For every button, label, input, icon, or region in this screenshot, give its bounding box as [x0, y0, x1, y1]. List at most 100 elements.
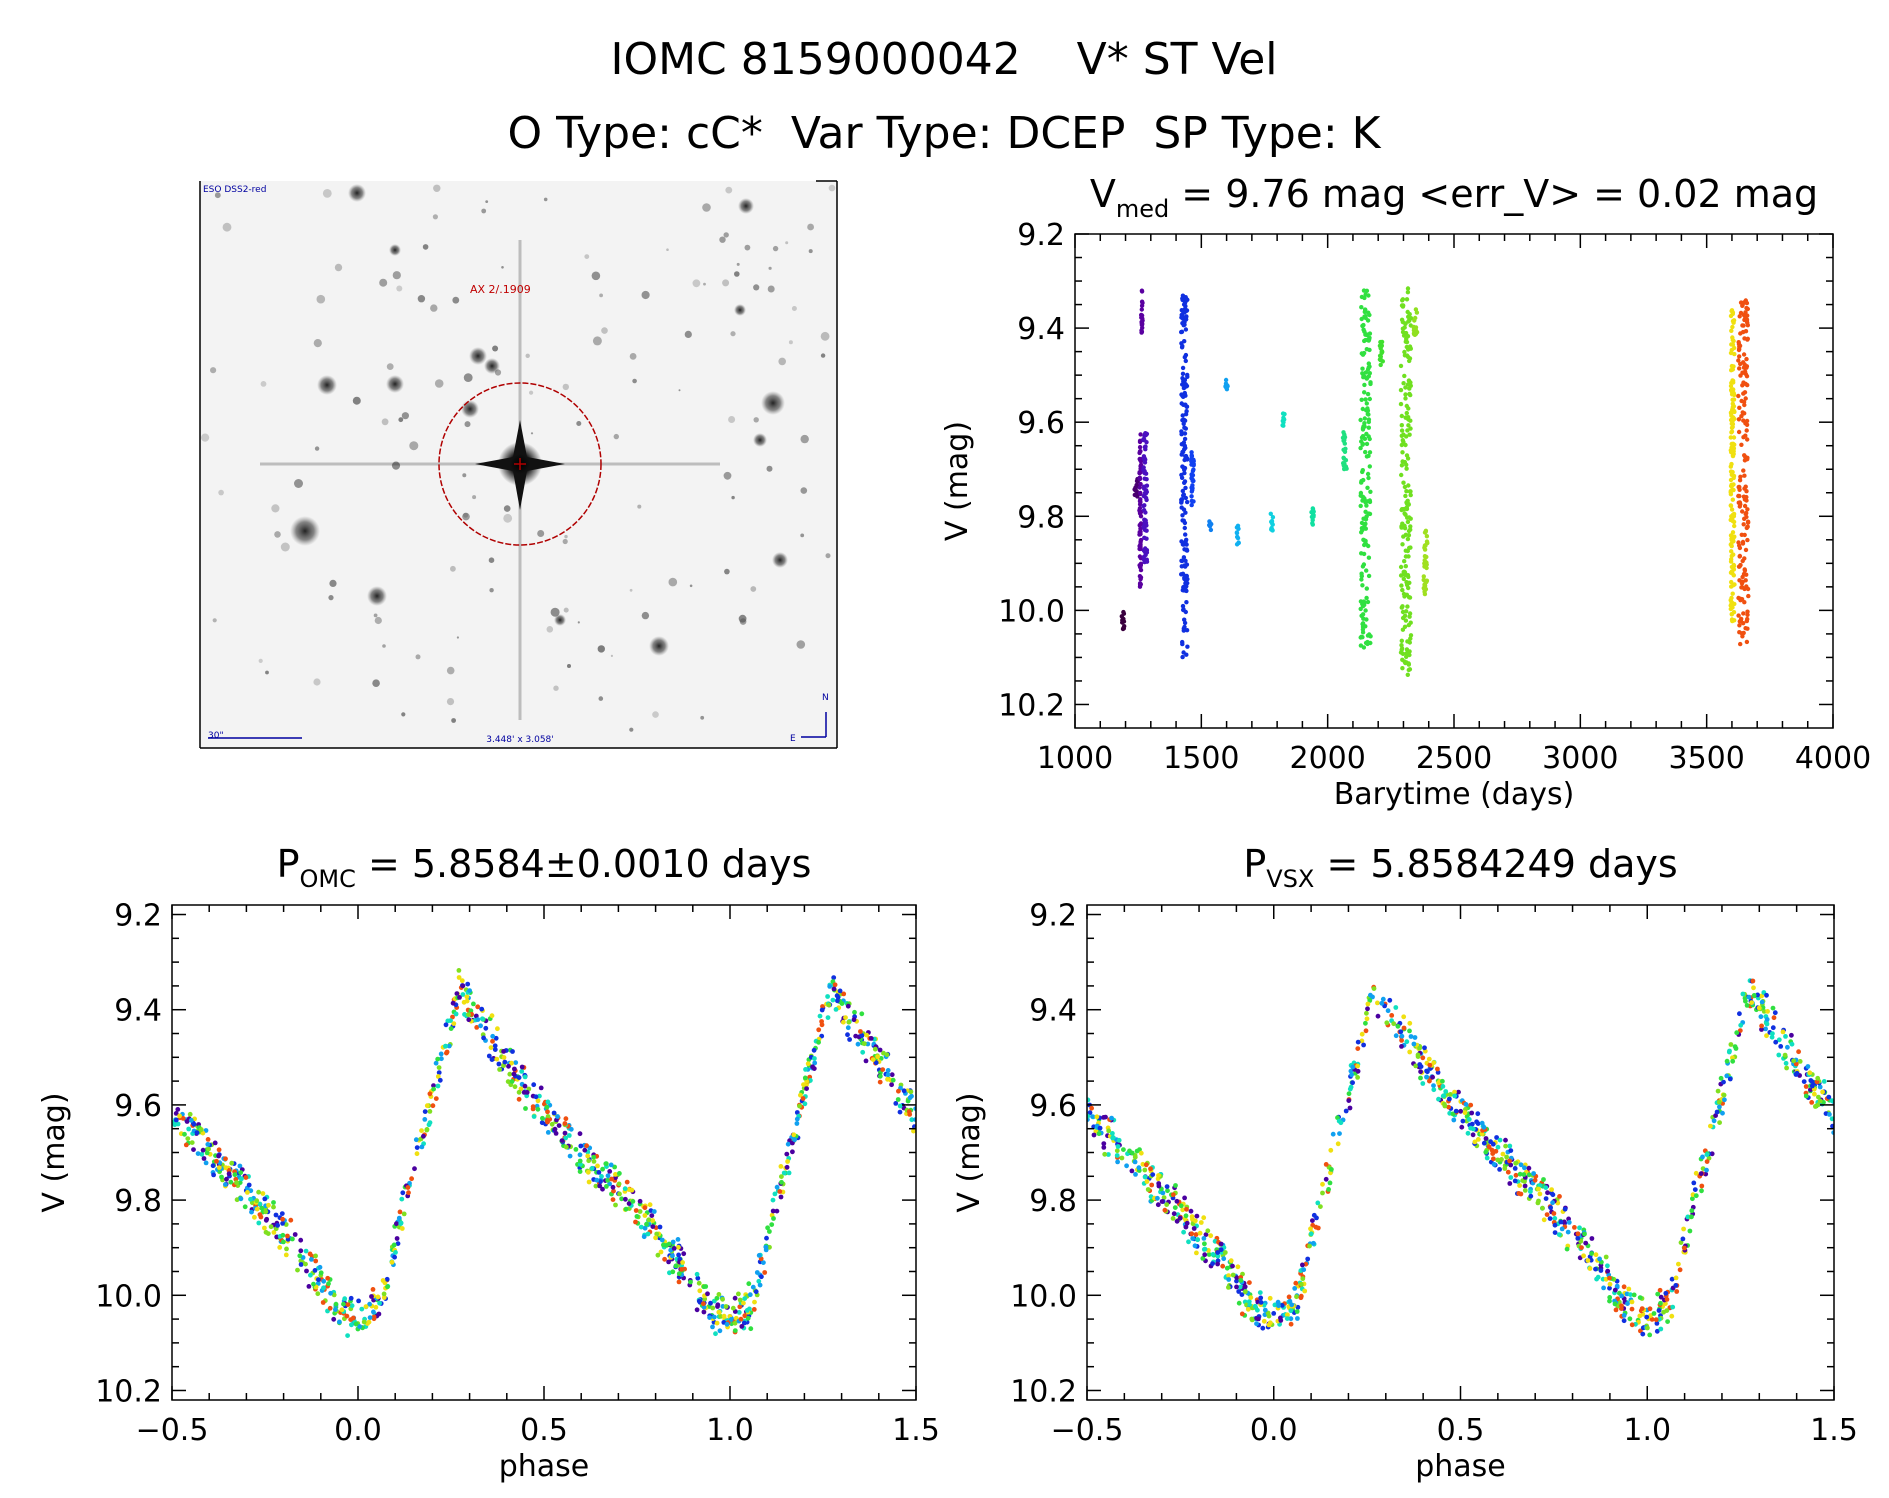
- data-point: [331, 1292, 337, 1298]
- field-star: [808, 249, 813, 254]
- field-star: [379, 278, 388, 287]
- data-point: [1359, 435, 1365, 440]
- data-point: [1327, 1180, 1333, 1186]
- data-point: [1405, 290, 1411, 295]
- data-point: [521, 1090, 527, 1095]
- data-point: [424, 1103, 430, 1109]
- data-point: [1143, 471, 1149, 476]
- data-point: [1183, 564, 1188, 569]
- data-point: [399, 1196, 405, 1202]
- field-star: [767, 285, 775, 293]
- data-point: [1593, 1266, 1598, 1272]
- data-point: [1399, 1038, 1404, 1043]
- data-point: [1360, 441, 1366, 447]
- data-point: [414, 1151, 420, 1157]
- data-point: [427, 1120, 433, 1125]
- data-point: [794, 1121, 800, 1126]
- data-point: [1729, 507, 1735, 512]
- data-point: [1359, 577, 1364, 582]
- data-point: [1194, 1213, 1200, 1219]
- data-point: [1360, 406, 1366, 412]
- data-point: [273, 1212, 279, 1218]
- field-star: [591, 271, 601, 281]
- data-point: [1384, 1020, 1390, 1026]
- data-point: [1552, 1230, 1558, 1235]
- data-point: [763, 1244, 769, 1250]
- data-point: [717, 1328, 723, 1334]
- data-point: [816, 1039, 821, 1045]
- y-tick-label: 9.8: [114, 1184, 162, 1219]
- data-point: [1362, 382, 1367, 388]
- data-point: [1737, 504, 1743, 509]
- data-point: [1407, 318, 1412, 323]
- data-point: [1729, 569, 1735, 574]
- survey-label: ESO DSS2-red: [203, 185, 266, 195]
- north-label: N: [822, 693, 829, 703]
- data-point: [1817, 1084, 1823, 1090]
- data-point: [1180, 321, 1185, 326]
- data-point: [1122, 624, 1127, 629]
- data-point: [1198, 1220, 1204, 1225]
- data-point: [1400, 627, 1406, 632]
- data-point: [1656, 1308, 1662, 1313]
- data-point: [1744, 572, 1749, 577]
- data-point: [1427, 1078, 1432, 1084]
- data-point: [586, 1179, 592, 1185]
- plot-frame: [171, 904, 917, 1401]
- data-point: [216, 1165, 222, 1170]
- data-point: [1127, 1148, 1132, 1154]
- data-point: [1363, 292, 1368, 297]
- data-point: [309, 1257, 314, 1262]
- data-point: [1400, 666, 1405, 671]
- data-point: [896, 1088, 901, 1094]
- data-point: [742, 1296, 748, 1301]
- data-point: [1742, 411, 1747, 416]
- aperture-circle: [438, 382, 602, 546]
- data-point: [1400, 297, 1406, 302]
- data-point: [1228, 1258, 1234, 1264]
- data-point: [535, 1106, 541, 1112]
- data-point: [741, 1300, 746, 1306]
- data-point: [1399, 647, 1404, 652]
- data-point: [1579, 1245, 1584, 1250]
- data-point: [1223, 377, 1229, 383]
- data-point: [361, 1319, 367, 1325]
- data-point: [1170, 1216, 1176, 1221]
- data-point: [307, 1251, 313, 1257]
- data-point: [1726, 1049, 1732, 1055]
- x-tick-label: 1.5: [892, 1413, 940, 1448]
- data-point: [1742, 586, 1747, 592]
- data-point: [1729, 549, 1734, 554]
- data-point: [549, 1121, 555, 1127]
- data-point: [1398, 1029, 1404, 1035]
- data-point: [1360, 612, 1366, 617]
- data-point: [1365, 485, 1370, 490]
- data-point: [465, 981, 471, 987]
- data-point: [1614, 1283, 1620, 1289]
- field-star: [543, 197, 548, 202]
- data-point: [1751, 985, 1756, 991]
- data-point: [1179, 500, 1184, 505]
- data-point: [1360, 371, 1365, 376]
- data-point: [1363, 509, 1368, 514]
- data-point: [232, 1172, 238, 1178]
- data-point: [544, 1104, 550, 1110]
- data-point: [427, 1109, 433, 1114]
- data-point: [816, 1027, 822, 1033]
- chart-title-symbol: V: [1090, 172, 1116, 216]
- data-point: [1280, 418, 1286, 424]
- data-point: [1182, 573, 1188, 579]
- data-point: [1422, 581, 1428, 587]
- data-point: [1119, 1155, 1125, 1161]
- data-point: [366, 1319, 372, 1325]
- data-point: [1406, 662, 1412, 667]
- data-point: [1182, 525, 1188, 531]
- y-tick-label: 9.4: [1017, 312, 1065, 347]
- data-point: [1743, 626, 1748, 631]
- data-point: [1342, 466, 1347, 472]
- field-star: [791, 306, 797, 311]
- data-point: [1732, 345, 1737, 351]
- field-star: [201, 433, 210, 442]
- data-point: [1744, 356, 1749, 362]
- data-point: [1266, 1313, 1272, 1319]
